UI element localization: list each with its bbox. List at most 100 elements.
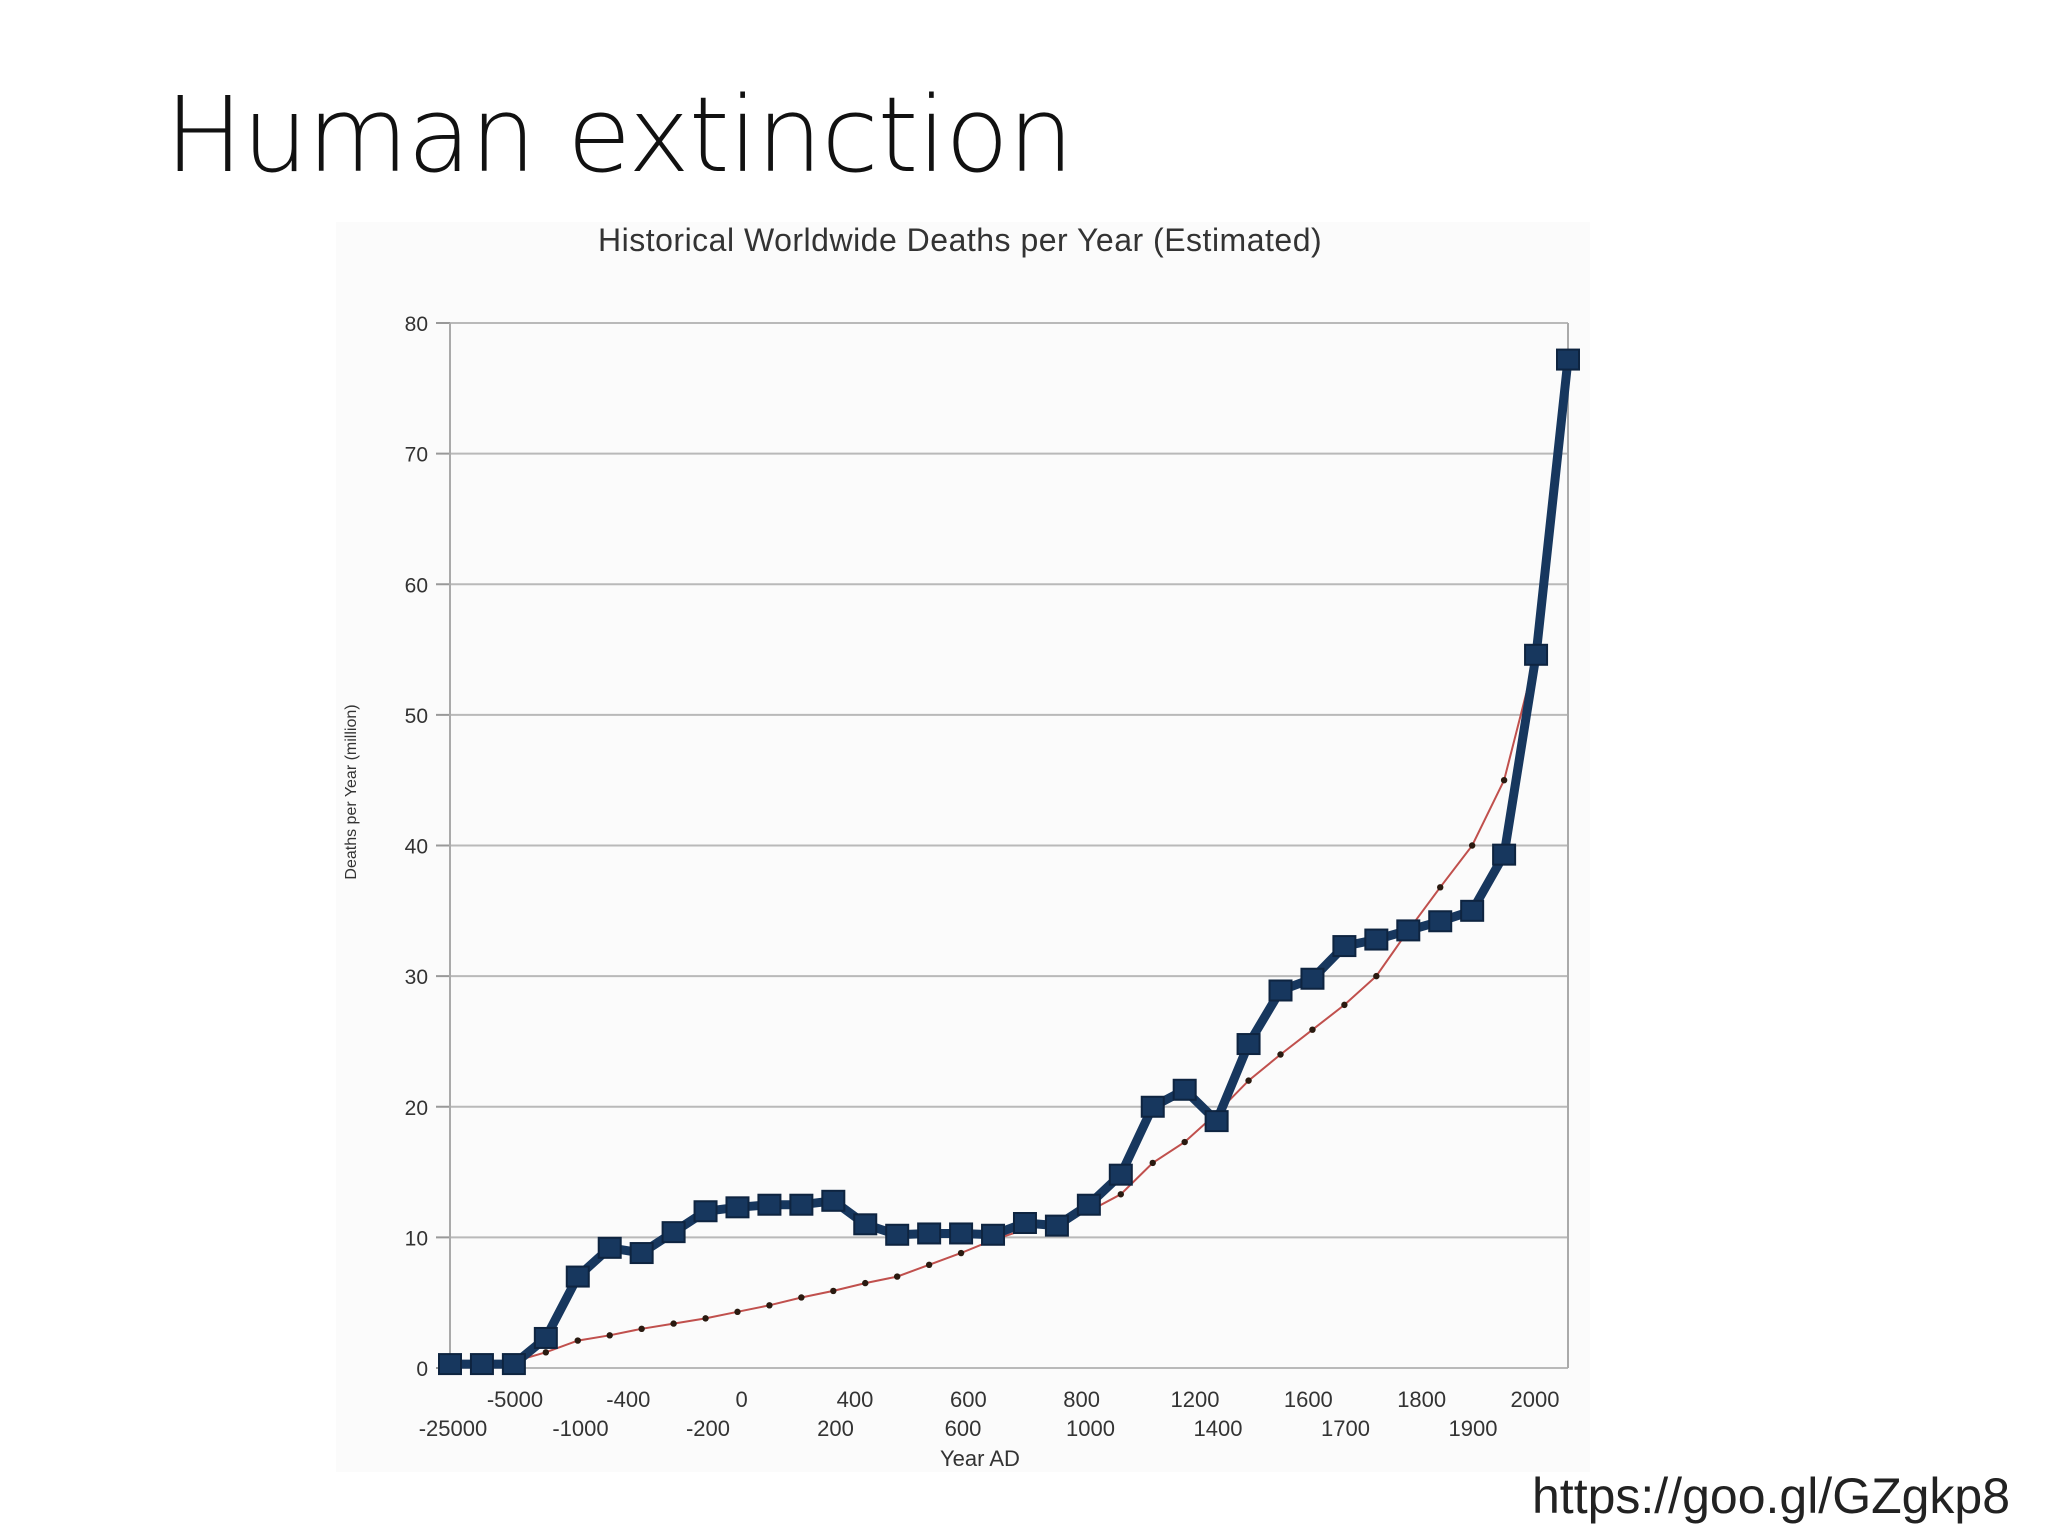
data-point (1044, 1214, 1069, 1237)
data-point (1428, 910, 1453, 933)
data-point (1524, 643, 1549, 666)
data-point (925, 1261, 933, 1269)
y-tick-label: 80 (405, 313, 428, 336)
x-axis-ticks: -5000 -400 0 400 600 800 1200 1600 1800 2000 -2500… (419, 1387, 1560, 1441)
x-tick-label: -400 (606, 1387, 650, 1412)
data-point (830, 1287, 837, 1295)
data-point (565, 1265, 590, 1288)
data-point (1076, 1193, 1101, 1216)
data-point (1149, 1159, 1156, 1167)
x-tick-label: 800 (1063, 1387, 1100, 1412)
data-point (1341, 1001, 1348, 1009)
y-axis-label: Deaths per Year (million) (343, 704, 360, 879)
data-point (1332, 935, 1357, 958)
data-point (821, 1189, 846, 1212)
data-point (1492, 843, 1517, 866)
data-point (670, 1320, 677, 1327)
y-axis-ticks: 0 10 20 30 40 50 60 70 80 (405, 313, 428, 1381)
y-tick-label: 20 (405, 1097, 428, 1120)
x-tick-label: 1900 (1449, 1416, 1498, 1441)
data-point (734, 1308, 741, 1316)
y-tick-label: 30 (405, 966, 428, 989)
chart-series (438, 348, 1580, 1376)
source-link[interactable]: https://goo.gl/GZgkp8 (1532, 1468, 2011, 1524)
data-point (1140, 1095, 1165, 1118)
x-tick-label: -25000 (419, 1416, 488, 1441)
data-point (1300, 967, 1325, 990)
data-point (1108, 1163, 1133, 1186)
data-point (702, 1315, 709, 1322)
data-point (1364, 928, 1389, 951)
data-point (533, 1326, 558, 1349)
x-tick-label: 1400 (1194, 1416, 1243, 1441)
data-point (542, 1349, 550, 1356)
data-point (1245, 1077, 1252, 1084)
chart-gridlines (436, 322, 1569, 1369)
data-point (1556, 348, 1580, 371)
data-point (1468, 842, 1476, 849)
data-point (917, 1222, 942, 1245)
data-point (1500, 776, 1508, 784)
x-tick-label: -5000 (487, 1387, 543, 1412)
chart-title: Historical Worldwide Deaths per Year (Es… (598, 222, 1323, 258)
data-point (789, 1193, 814, 1216)
x-tick-label: -1000 (552, 1416, 608, 1441)
data-point (853, 1213, 878, 1236)
chart-panel (336, 222, 1590, 1472)
data-point (1437, 884, 1444, 891)
data-point (757, 1193, 782, 1216)
data-point (885, 1223, 910, 1246)
data-point (862, 1279, 869, 1287)
y-tick-label: 40 (405, 836, 428, 859)
data-point (1236, 1033, 1261, 1056)
data-point (1117, 1191, 1125, 1198)
data-point (1373, 972, 1380, 980)
data-point (798, 1294, 805, 1301)
slide-title: Human extinction (165, 74, 1074, 196)
data-point (606, 1332, 613, 1339)
data-point (1460, 899, 1485, 922)
y-tick-label: 10 (405, 1227, 428, 1250)
data-point (957, 1249, 965, 1257)
data-point (469, 1353, 494, 1376)
data-point (894, 1273, 901, 1280)
x-tick-label: 1000 (1066, 1416, 1115, 1441)
data-point (1396, 919, 1421, 942)
series-line (449, 359, 1569, 1367)
data-point (501, 1353, 526, 1376)
y-tick-label: 50 (405, 705, 428, 728)
y-tick-label: 70 (405, 444, 428, 467)
x-axis-label: Year AD (940, 1446, 1020, 1471)
data-point (1181, 1138, 1188, 1146)
data-point (629, 1242, 654, 1265)
x-tick-label: 400 (837, 1387, 874, 1412)
data-point (661, 1221, 686, 1244)
x-tick-label: 1600 (1284, 1387, 1333, 1412)
data-point (438, 1353, 462, 1376)
data-point (1277, 1051, 1284, 1058)
x-tick-label: 200 (817, 1416, 854, 1441)
data-point (1268, 979, 1293, 1002)
data-point (1172, 1078, 1197, 1101)
x-tick-label: 0 (736, 1387, 748, 1412)
x-tick-label: 600 (945, 1416, 982, 1441)
x-tick-label: 1200 (1171, 1387, 1220, 1412)
series-line (445, 355, 1573, 1369)
data-point (597, 1236, 622, 1259)
y-tick-label: 60 (405, 574, 428, 597)
x-tick-label: 600 (950, 1387, 987, 1412)
data-point (1204, 1110, 1229, 1133)
data-point (1309, 1026, 1316, 1033)
data-point (638, 1325, 645, 1333)
data-point (981, 1223, 1006, 1246)
x-tick-label: 2000 (1511, 1387, 1560, 1412)
x-tick-label: 1700 (1321, 1416, 1370, 1441)
x-tick-label: -200 (686, 1416, 730, 1441)
data-point (949, 1222, 974, 1245)
x-tick-label: 1800 (1397, 1387, 1446, 1412)
data-point (574, 1337, 581, 1344)
data-point (693, 1200, 718, 1223)
data-point (1012, 1212, 1037, 1235)
data-point (766, 1302, 773, 1309)
data-point (725, 1196, 750, 1219)
